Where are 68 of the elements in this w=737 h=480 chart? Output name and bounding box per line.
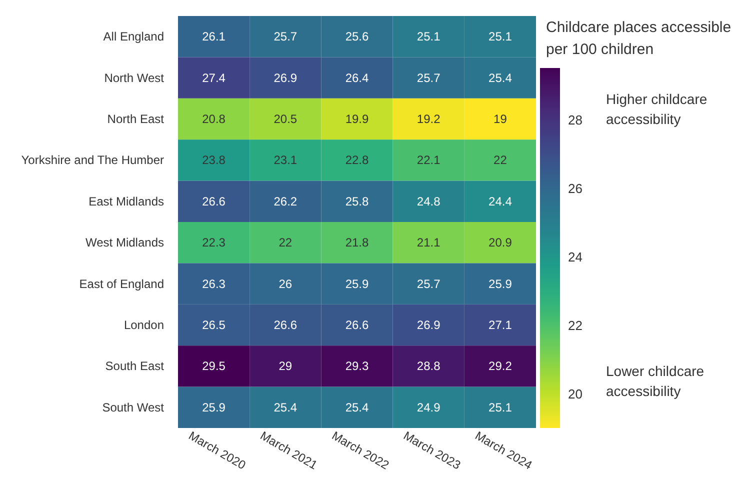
data-label: 29.2 — [488, 359, 512, 374]
data-label: 29.3 — [345, 359, 369, 374]
data-label: 24.8 — [416, 194, 441, 208]
data-label: 26.1 — [202, 30, 226, 44]
data-label: 25.9 — [202, 400, 226, 414]
data-label: 26 — [278, 276, 292, 291]
color-bar-label: 20 — [568, 386, 582, 402]
data-label: 25.1 — [416, 30, 441, 44]
data-label: 25.4 — [345, 400, 369, 414]
y-tick-label: All England — [103, 30, 164, 44]
data-label: 23.8 — [202, 153, 226, 168]
data-label: 21.1 — [416, 236, 441, 250]
y-tick-label: London — [124, 318, 164, 332]
data-label: 26.2 — [274, 194, 298, 208]
data-label: 19.9 — [345, 112, 369, 126]
data-label: 19 — [494, 112, 508, 126]
data-label: 25.4 — [488, 70, 512, 85]
y-tick-label: North West — [104, 70, 165, 85]
data-label: 23.1 — [274, 153, 298, 168]
data-label: 25.1 — [488, 400, 512, 414]
data-label: 25.9 — [488, 276, 512, 291]
data-label: 26.6 — [274, 318, 298, 332]
data-label: 25.6 — [345, 30, 369, 44]
color-bar-label: 24 — [568, 250, 582, 265]
data-label: 19.2 — [416, 112, 441, 126]
y-tick-label: West Midlands — [86, 236, 164, 250]
data-label: 25.9 — [345, 276, 369, 291]
data-label: 25.8 — [345, 194, 369, 208]
data-label: 22 — [278, 236, 292, 250]
data-label: 21.8 — [345, 236, 369, 250]
data-label: 25.7 — [416, 70, 441, 85]
data-label: 27.4 — [202, 70, 226, 85]
y-tick-label: East Midlands — [88, 194, 164, 208]
data-label: 24.9 — [416, 400, 441, 414]
data-label: 26.6 — [345, 318, 369, 332]
data-label: 22 — [494, 153, 508, 168]
data-label: 20.8 — [202, 112, 226, 126]
data-label: 26.9 — [416, 318, 441, 332]
y-tick-label: East of England — [79, 276, 164, 291]
data-label: 29.5 — [202, 359, 226, 374]
data-label: 26.6 — [202, 194, 226, 208]
data-label: 25.1 — [488, 30, 512, 44]
data-label: 26.9 — [274, 70, 298, 85]
y-tick-label: Yorkshire and The Humber — [21, 153, 164, 168]
data-label: 27.1 — [488, 318, 512, 332]
data-label: 26.4 — [345, 70, 369, 85]
data-label: 20.5 — [274, 112, 298, 126]
data-label: 28.8 — [416, 359, 441, 374]
data-label: 25.7 — [274, 30, 298, 44]
data-label: 25.7 — [416, 276, 441, 291]
y-tick-label: South West — [102, 400, 165, 414]
data-label: 24.4 — [488, 194, 512, 208]
data-label: 25.4 — [274, 400, 298, 414]
color-bar-label: 26 — [568, 181, 582, 196]
y-tick-label: South East — [105, 359, 165, 374]
data-label: 26.3 — [202, 276, 226, 291]
y-tick-label: North East — [107, 112, 165, 126]
data-label: 29 — [278, 359, 292, 374]
data-label: 22.8 — [345, 153, 369, 168]
color-bar-label: 22 — [568, 318, 582, 334]
text: Higher childcare accessibility — [606, 91, 708, 127]
data-label: 26.5 — [202, 318, 226, 332]
color-bar-title: Childcare places accessible per 100 children — [546, 19, 732, 58]
data-label: 20.9 — [488, 236, 512, 250]
data-label: 22.1 — [416, 153, 441, 168]
color-bar-label: 28 — [568, 112, 582, 128]
text: Lower childcare accessibility — [606, 363, 704, 399]
data-label: 22.3 — [202, 236, 226, 250]
